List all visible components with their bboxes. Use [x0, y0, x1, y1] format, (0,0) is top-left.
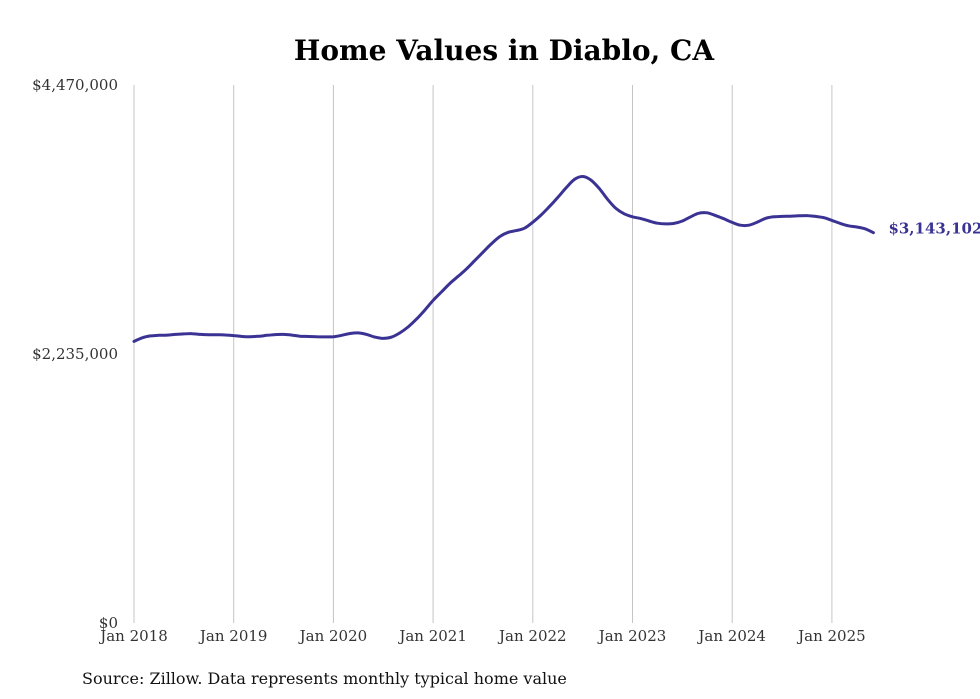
- x-tick-label: Jan 2019: [198, 627, 268, 645]
- x-tick-label: Jan 2024: [696, 627, 766, 645]
- x-axis-ticks: Jan 2018 Jan 2019 Jan 2020 Jan 2021 Jan 2022…: [98, 627, 865, 645]
- chart-title: Home Values in Diablo, CA: [294, 34, 715, 67]
- y-axis-ticks: $0 $2,235,000 $4,470,000: [32, 76, 118, 632]
- end-value-label: $3,143,102: [888, 220, 980, 238]
- x-grid-lines: [133, 85, 833, 623]
- x-tick-label: Jan 2018: [98, 627, 168, 645]
- series-line: [132, 175, 875, 343]
- y-tick-label: $4,470,000: [32, 76, 118, 94]
- y-tick-label: $0: [99, 614, 118, 632]
- source-note: Source: Zillow. Data represents monthly …: [82, 669, 567, 688]
- x-tick-label: Jan 2020: [298, 627, 368, 645]
- x-tick-label: Jan 2021: [397, 627, 467, 645]
- x-tick-label: Jan 2022: [497, 627, 567, 645]
- x-tick-label: Jan 2025: [796, 627, 866, 645]
- x-tick-label: Jan 2023: [597, 627, 667, 645]
- y-tick-label: $2,235,000: [32, 345, 118, 363]
